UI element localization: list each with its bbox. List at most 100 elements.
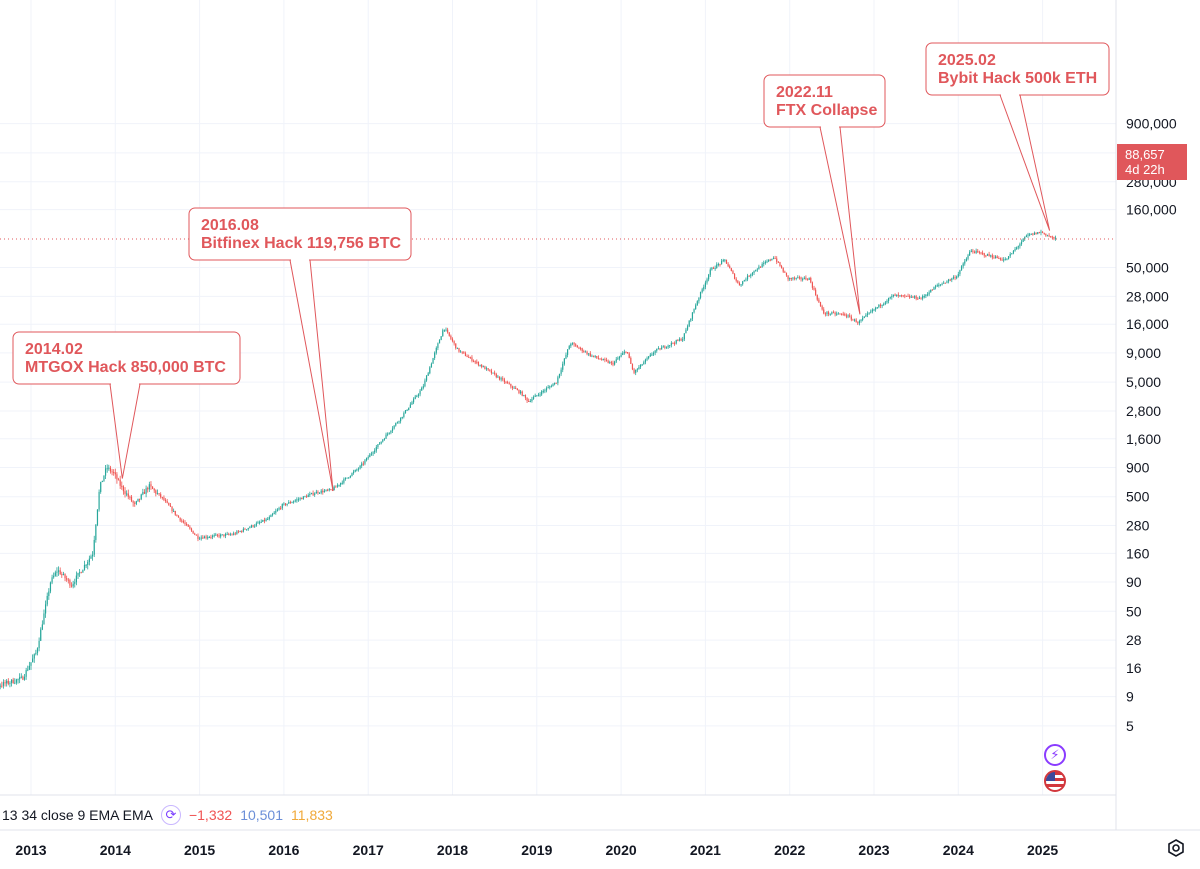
refresh-icon[interactable]: ⟳ bbox=[160, 805, 181, 825]
candle-body bbox=[61, 574, 63, 576]
candle-body bbox=[536, 395, 538, 397]
candle-body bbox=[894, 294, 896, 296]
candle-body bbox=[993, 257, 995, 259]
candle-body bbox=[447, 329, 449, 333]
candle-body bbox=[764, 261, 766, 263]
candle-body bbox=[740, 284, 742, 286]
time-tick-label: 2016 bbox=[268, 842, 299, 858]
candle-body bbox=[158, 493, 160, 495]
candle-body bbox=[247, 527, 249, 530]
candle-body bbox=[1053, 236, 1055, 239]
candle-body bbox=[88, 558, 90, 562]
us-flag-icon[interactable] bbox=[1044, 770, 1066, 792]
candle-body bbox=[849, 315, 851, 317]
price-tick-label: 2,800 bbox=[1126, 403, 1161, 419]
candle-body bbox=[863, 316, 865, 318]
candle-body bbox=[664, 346, 666, 348]
candle-body bbox=[596, 356, 598, 358]
candle-body bbox=[667, 345, 669, 348]
candle-body bbox=[789, 278, 791, 280]
candle-body bbox=[695, 305, 697, 310]
candle-body bbox=[66, 578, 68, 580]
candle-body bbox=[174, 510, 176, 515]
candle-body bbox=[795, 277, 797, 279]
candle-body bbox=[962, 263, 964, 267]
candle-body bbox=[691, 312, 694, 319]
candle-body bbox=[351, 473, 353, 476]
candle-body bbox=[991, 255, 993, 258]
candle-body bbox=[879, 304, 882, 306]
price-axis[interactable]: 900,000500,000280,000160,00050,00028,000… bbox=[1126, 116, 1177, 734]
candle-body bbox=[560, 369, 562, 374]
candle-body bbox=[779, 262, 781, 267]
candle-body bbox=[532, 397, 535, 400]
candle-body bbox=[704, 282, 706, 287]
candle-body bbox=[743, 280, 745, 282]
candle-body bbox=[315, 491, 317, 494]
candle-body bbox=[374, 450, 376, 453]
candle-body bbox=[570, 343, 572, 347]
candle-body bbox=[205, 536, 207, 538]
candle-body bbox=[887, 298, 890, 301]
annotation-pointer bbox=[819, 126, 861, 315]
annotation-box bbox=[188, 207, 412, 261]
candle-body bbox=[1037, 232, 1039, 235]
candle-body bbox=[408, 407, 410, 411]
candle-body bbox=[798, 277, 801, 279]
candle-body bbox=[542, 390, 544, 392]
candle-body bbox=[529, 401, 531, 403]
candle-body bbox=[100, 482, 102, 492]
candle-body bbox=[500, 378, 502, 380]
candle-body bbox=[192, 530, 194, 534]
candle-body bbox=[571, 343, 574, 345]
indicator-legend[interactable]: 13 34 close 9 EMA EMA ⟳ −1,332 10,501 11… bbox=[0, 800, 333, 830]
candle-body bbox=[129, 496, 131, 498]
candle-body bbox=[359, 465, 361, 469]
candle-body bbox=[868, 312, 870, 314]
candle-body bbox=[951, 278, 953, 281]
annotation-joint bbox=[291, 258, 309, 261]
candle-body bbox=[64, 573, 66, 579]
candle-body bbox=[947, 279, 950, 282]
time-axis[interactable]: 2013 2014 2015 2016 2017 2018 2019 2020 2021 2022… bbox=[15, 842, 1058, 858]
annotation-pointer bbox=[289, 259, 334, 492]
candle-body bbox=[370, 453, 373, 455]
candle-body bbox=[656, 348, 658, 351]
candle-body bbox=[317, 491, 319, 493]
candle-body bbox=[461, 351, 463, 353]
candle-body bbox=[87, 561, 89, 565]
candle-body bbox=[1033, 232, 1036, 235]
candle-body bbox=[49, 582, 52, 592]
candle-body bbox=[25, 670, 27, 677]
candle-body bbox=[487, 368, 489, 370]
candle-body bbox=[385, 434, 387, 439]
candle-body bbox=[912, 296, 914, 298]
candle-body bbox=[96, 509, 99, 525]
price-tick-label: 5 bbox=[1126, 718, 1134, 734]
price-tick-label: 160 bbox=[1126, 545, 1150, 561]
settings-icon[interactable] bbox=[1164, 836, 1188, 860]
candle-body bbox=[612, 362, 614, 365]
candle-body bbox=[970, 250, 972, 253]
lightning-icon[interactable]: ⚡ bbox=[1044, 744, 1066, 766]
candle-body bbox=[742, 281, 744, 285]
candle-body bbox=[800, 277, 802, 280]
candle-body bbox=[103, 475, 105, 481]
annotation-pointer bbox=[109, 383, 141, 479]
candle-body bbox=[852, 319, 854, 321]
candle-body bbox=[1054, 237, 1057, 239]
candle-body bbox=[119, 479, 121, 486]
candle-body bbox=[774, 258, 776, 260]
candle-body bbox=[1050, 236, 1052, 238]
candle-body bbox=[95, 524, 97, 540]
candle-body bbox=[816, 294, 818, 300]
candle-body bbox=[952, 277, 955, 279]
candle-body bbox=[772, 258, 775, 260]
candle-body bbox=[186, 523, 188, 525]
candle-body bbox=[353, 471, 355, 474]
